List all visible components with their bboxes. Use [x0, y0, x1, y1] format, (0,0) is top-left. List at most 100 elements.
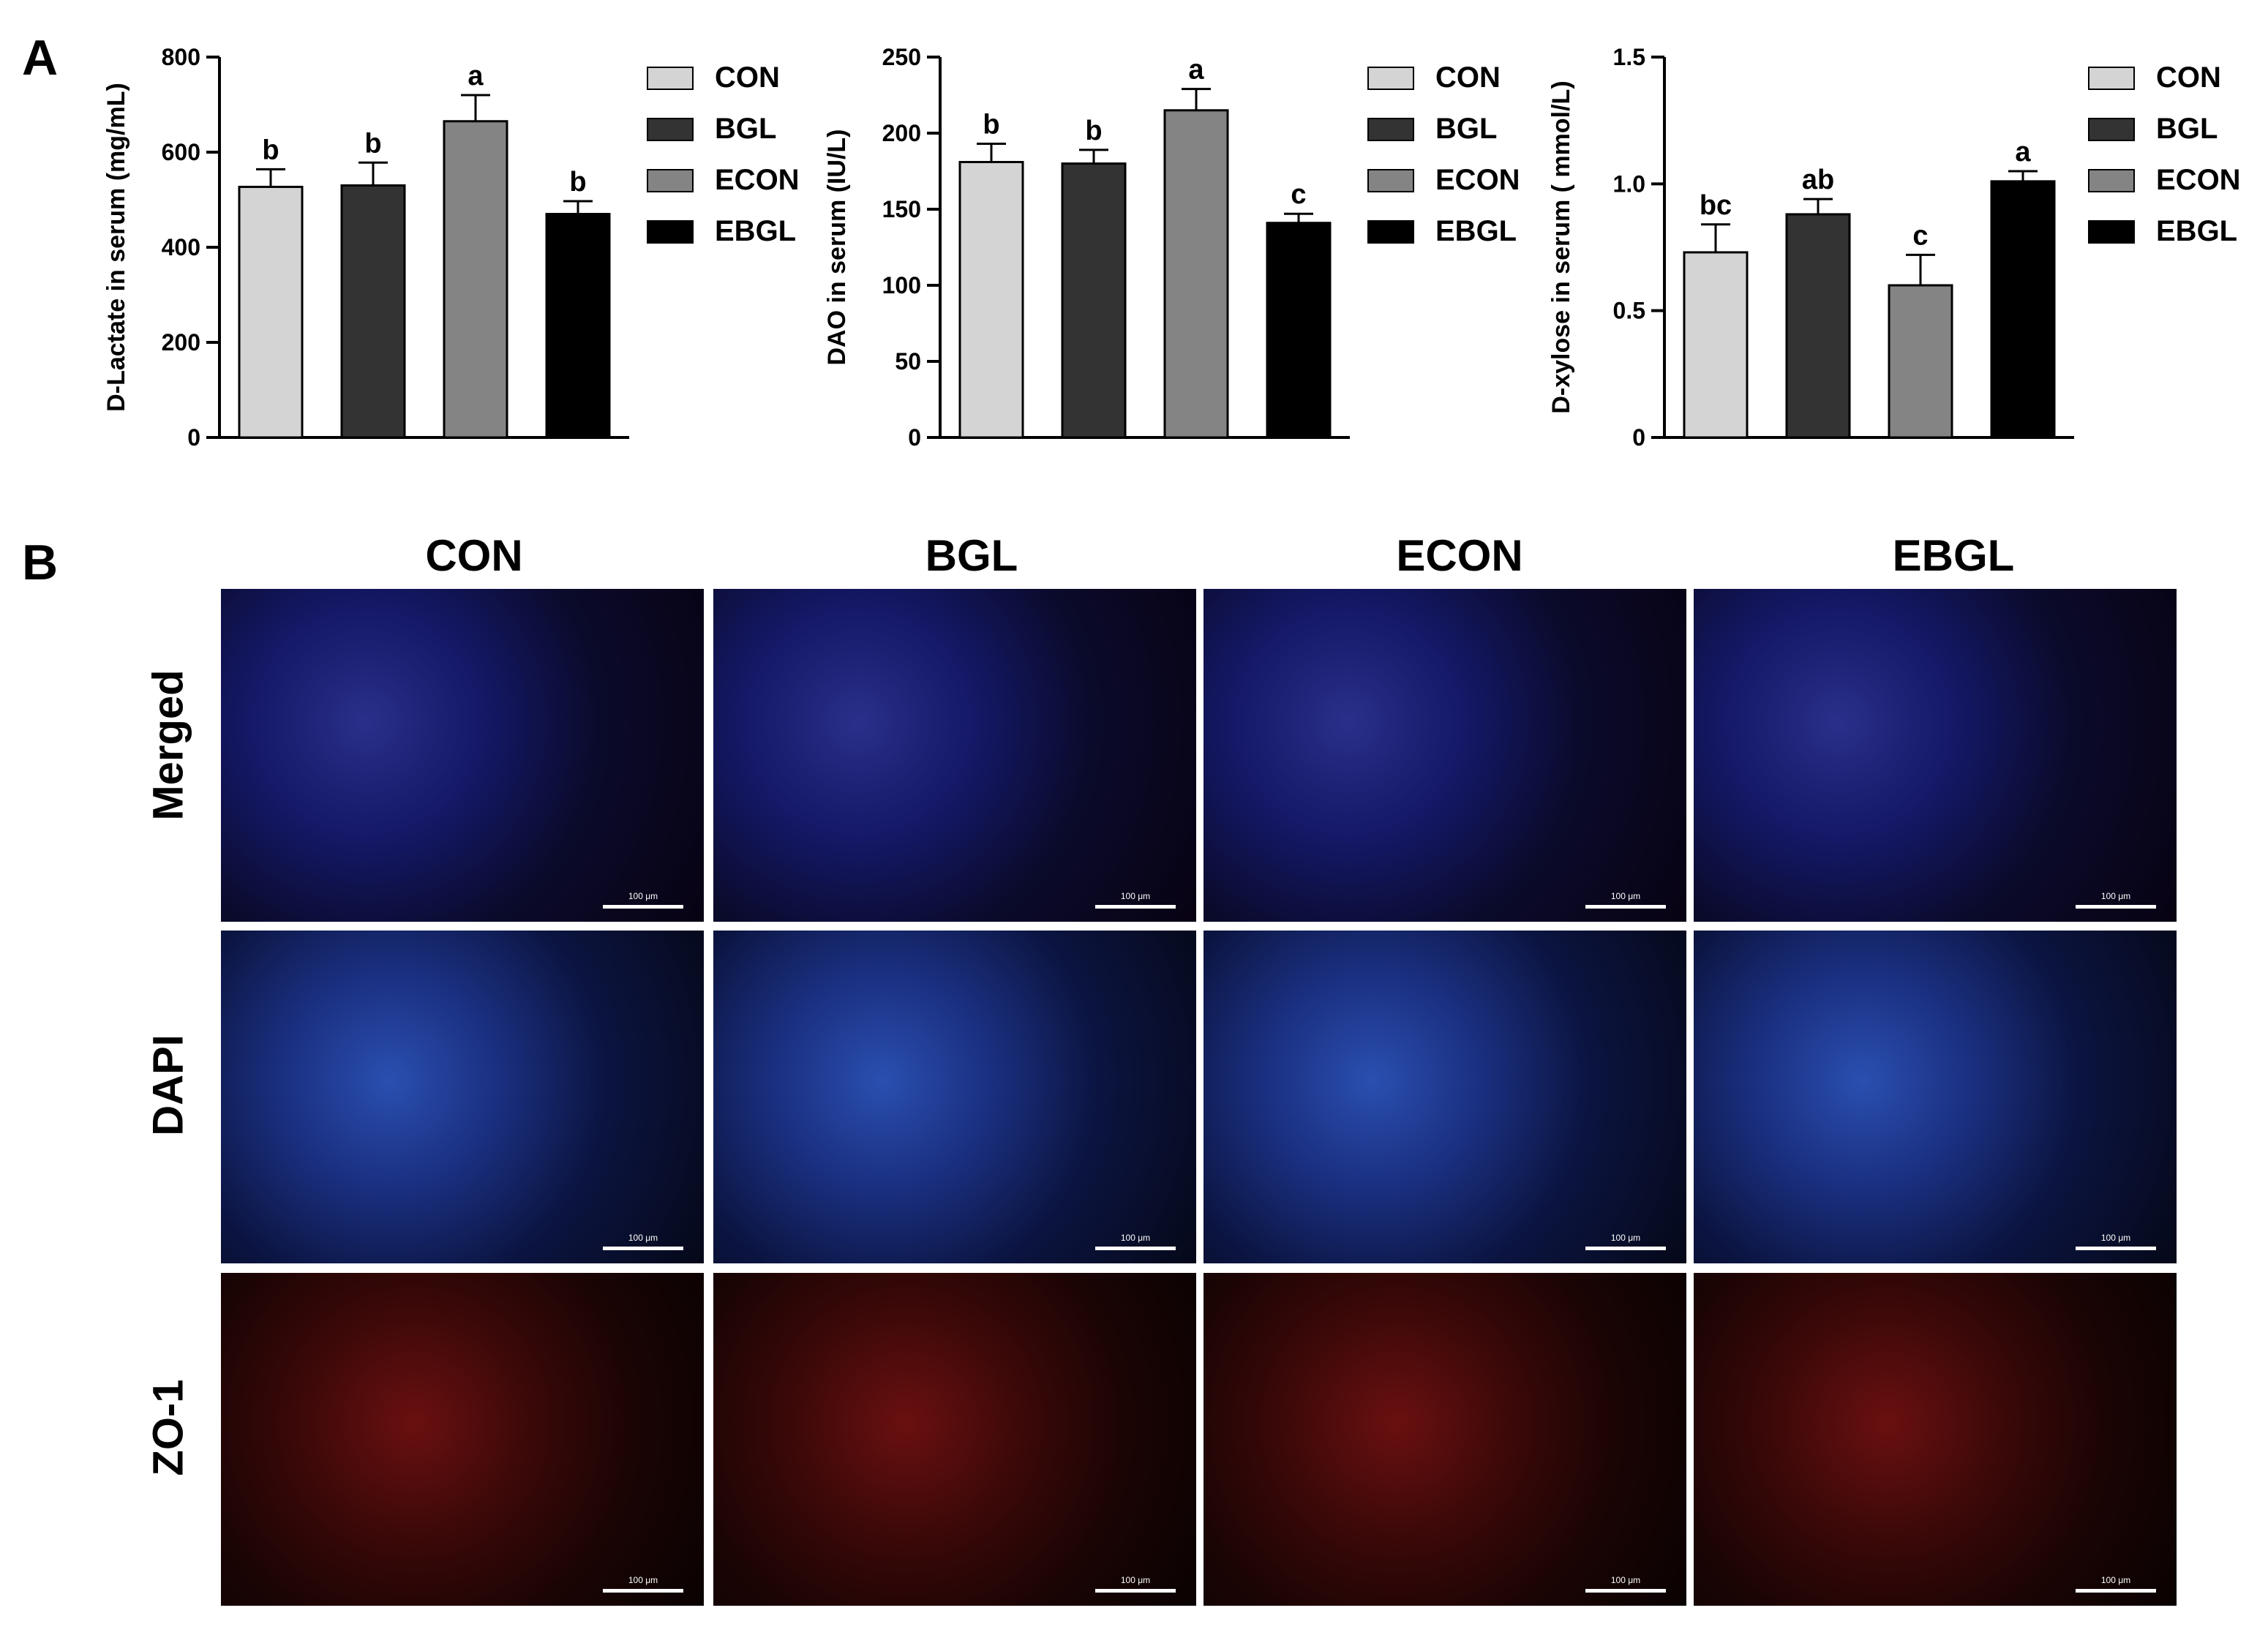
significance-letter: b [569, 167, 586, 198]
y-tick-label: 100 [882, 272, 921, 298]
micrograph-zo1-econ: 100 μm [1204, 1273, 1686, 1606]
legend-label-bgl: BGL [1435, 113, 1497, 145]
legend-label-econ: ECON [2156, 164, 2241, 196]
micrograph-merged-con: 100 μm [221, 589, 704, 922]
scale-label: 100 μm [1610, 1575, 1641, 1585]
significance-letter: b [262, 135, 279, 165]
legend-label-ebgl: EBGL [2156, 215, 2237, 247]
bar-ebgl [545, 213, 611, 439]
legend-swatch-con [2088, 67, 2135, 90]
micrograph-dapi-econ: 100 μm [1204, 931, 1686, 1263]
row-head-zo1: ZO-1 [144, 1379, 192, 1476]
micrograph-zo1-con: 100 μm [221, 1273, 704, 1606]
scale-label: 100 μm [1610, 891, 1641, 901]
significance-letter: a [2015, 137, 2031, 168]
col-head-ebgl: EBGL [1892, 531, 2015, 580]
panel-label-a: A [22, 30, 59, 86]
micrograph-dapi-con: 100 μm [221, 931, 704, 1263]
legend-swatch-bgl [647, 118, 694, 141]
scale-label: 100 μm [1120, 1233, 1151, 1243]
scale-bar [2076, 905, 2156, 909]
y-axis-label: DAO in serum (IU/L) [823, 129, 851, 365]
y-tick-label: 600 [162, 139, 200, 165]
micrograph-zo1-bgl: 100 μm [713, 1273, 1196, 1606]
y-tick-label: 0 [908, 424, 921, 451]
bar-econ [443, 120, 508, 439]
legend-swatch-econ [2088, 169, 2135, 192]
scale-label: 100 μm [1610, 1233, 1641, 1243]
scale-bar [603, 1589, 683, 1593]
legend-label-econ: ECON [715, 164, 800, 196]
significance-letter: c [1912, 220, 1928, 251]
y-tick-label: 200 [882, 120, 921, 146]
col-head-bgl: BGL [925, 531, 1018, 580]
legend-swatch-econ [1367, 169, 1414, 192]
scale-bar [1095, 905, 1176, 909]
bar-ebgl [1990, 180, 2056, 439]
legend-label-ebgl: EBGL [1435, 215, 1517, 247]
micrograph-dapi-ebgl: 100 μm [1694, 931, 2177, 1263]
scale-bar [603, 1247, 683, 1250]
scale-bar [603, 905, 683, 909]
scale-bar [1585, 1589, 1666, 1593]
legend-swatch-bgl [1367, 118, 1414, 141]
y-tick-label: 800 [162, 44, 200, 70]
legend-label-bgl: BGL [2156, 113, 2218, 145]
significance-letter: bc [1700, 190, 1732, 221]
significance-letter: c [1291, 179, 1306, 210]
bar-econ [1163, 109, 1229, 439]
significance-letter: a [468, 61, 484, 91]
significance-letter: b [1085, 116, 1102, 146]
bar-ebgl [1266, 222, 1332, 439]
legend-swatch-econ [647, 169, 694, 192]
scale-label: 100 μm [628, 1233, 658, 1243]
bar-bgl [340, 184, 406, 439]
legend-label-con: CON [715, 61, 780, 94]
scale-bar [2076, 1247, 2156, 1250]
y-tick-label: 250 [882, 44, 921, 70]
y-tick-label: 200 [162, 329, 200, 356]
legend-swatch-con [647, 67, 694, 90]
legend-label-bgl: BGL [715, 113, 776, 145]
scale-label: 100 μm [1120, 1575, 1151, 1585]
legend-label-con: CON [1435, 61, 1501, 94]
y-axis-label: D-xylose in serum ( mmol/L) [1547, 80, 1575, 413]
micrograph-merged-econ: 100 μm [1204, 589, 1686, 922]
legend-swatch-ebgl [2088, 220, 2135, 244]
micrograph-dapi-bgl: 100 μm [713, 931, 1196, 1263]
panel-label-b: B [22, 535, 59, 590]
y-tick-label: 150 [882, 196, 921, 222]
scale-label: 100 μm [2100, 1233, 2131, 1243]
row-head-dapi: DAPI [144, 1034, 192, 1136]
scale-label: 100 μm [2100, 891, 2131, 901]
y-tick-label: 50 [895, 348, 921, 375]
micrograph-merged-ebgl: 100 μm [1694, 589, 2177, 922]
scale-label: 100 μm [628, 891, 658, 901]
legend-swatch-bgl [2088, 118, 2135, 141]
scale-bar [1585, 1247, 1666, 1250]
y-tick-label: 1.0 [1613, 170, 1645, 197]
legend-swatch-ebgl [1367, 220, 1414, 244]
col-head-econ: ECON [1396, 531, 1523, 580]
significance-letter: b [364, 128, 381, 159]
bar-bgl [1785, 213, 1851, 439]
scale-label: 100 μm [1120, 891, 1151, 901]
bar-bgl [1061, 162, 1127, 439]
legend-label-econ: ECON [1435, 164, 1520, 196]
legend-label-ebgl: EBGL [715, 215, 796, 247]
significance-letter: b [983, 110, 999, 140]
bar-con [238, 185, 304, 439]
bar-charts: 0 200 400 600 800 D-Lactate in serum (mg/mL) b… [102, 44, 2241, 451]
y-axis-label: D-Lactate in serum (mg/mL) [102, 83, 130, 412]
y-tick-label: 400 [162, 234, 200, 260]
bar-econ [1888, 284, 1953, 439]
y-tick-label: 0 [187, 424, 200, 451]
y-tick-label: 0.5 [1613, 298, 1645, 324]
scale-bar [1585, 905, 1666, 909]
legend-swatch-con [1367, 67, 1414, 90]
scale-bar [2076, 1589, 2156, 1593]
scale-label: 100 μm [2100, 1575, 2131, 1585]
significance-letter: a [1188, 55, 1204, 86]
bar-con [1683, 251, 1749, 439]
col-head-con: CON [425, 531, 523, 580]
